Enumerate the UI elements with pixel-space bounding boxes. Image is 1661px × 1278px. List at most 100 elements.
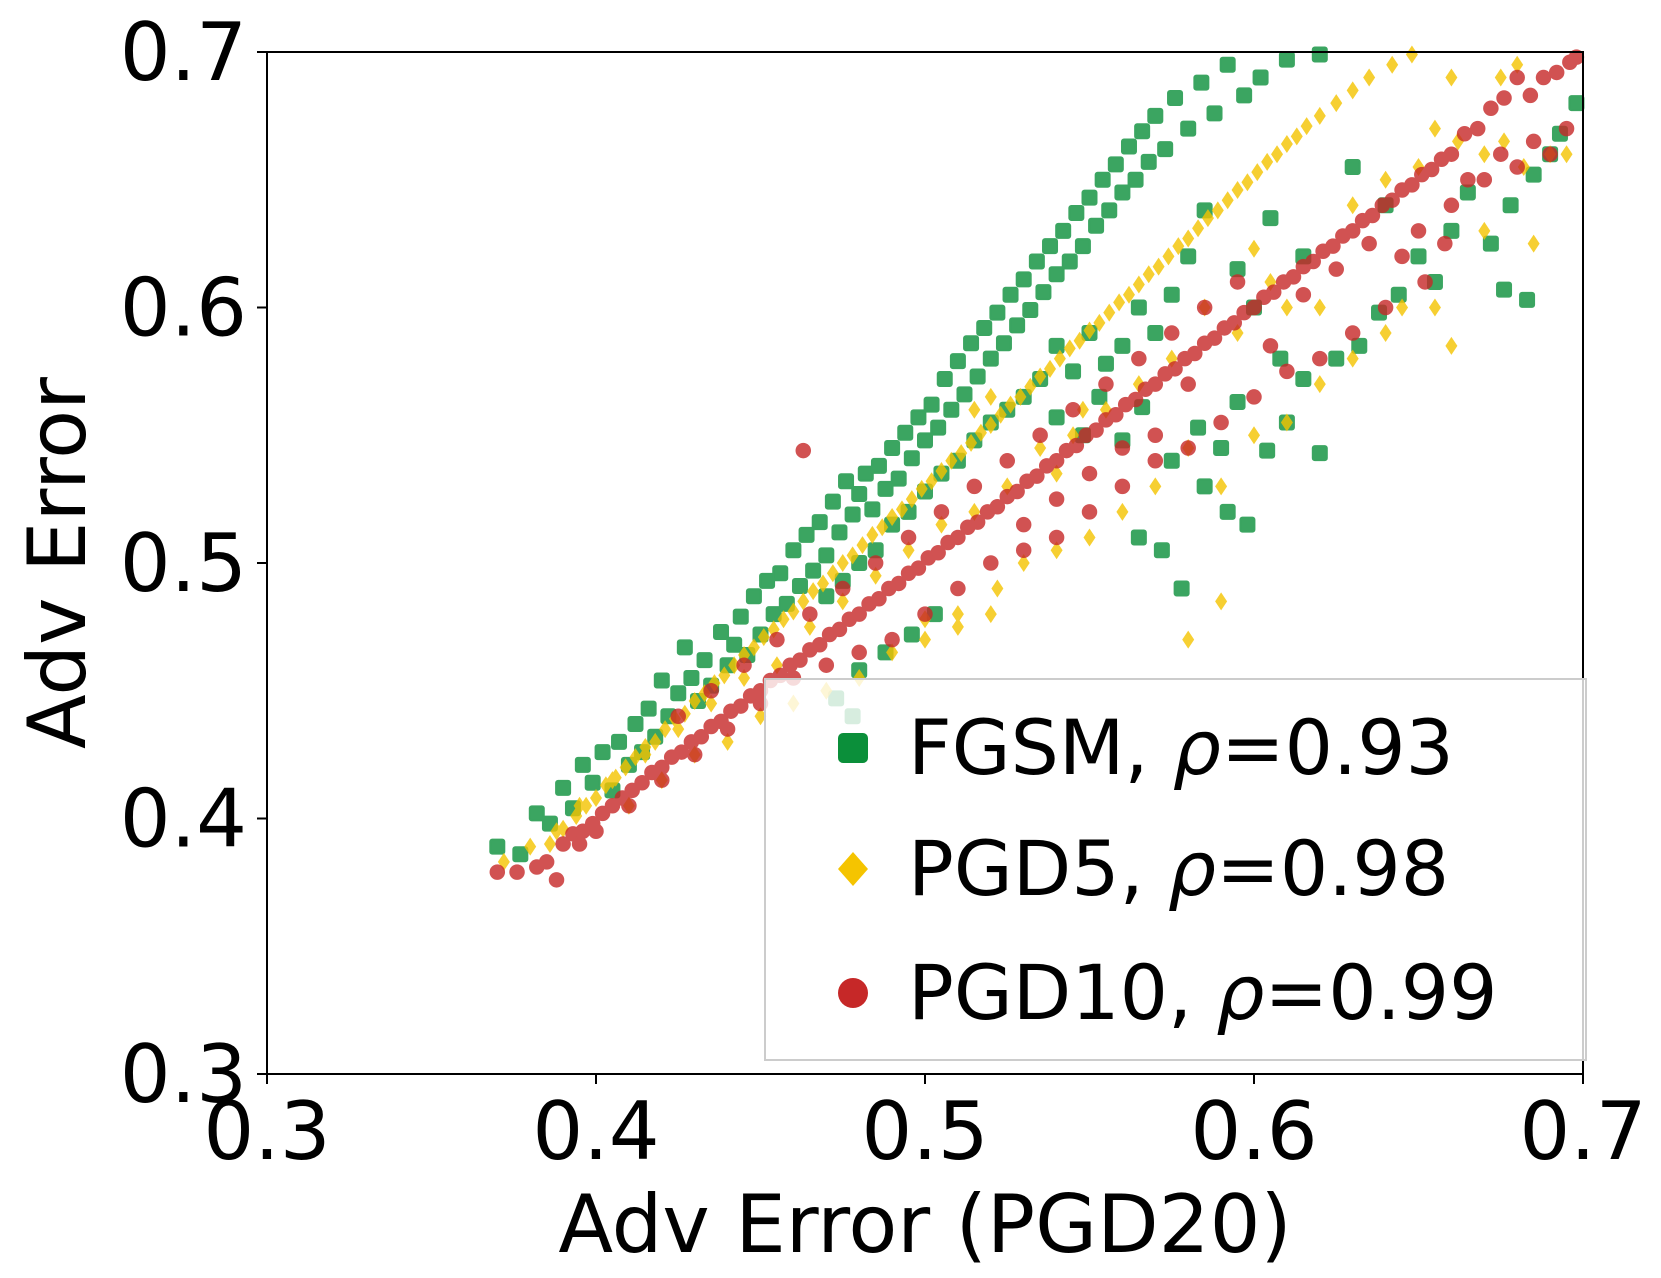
data-point xyxy=(963,335,980,352)
data-point xyxy=(1229,261,1246,278)
data-point xyxy=(905,490,918,509)
data-point xyxy=(670,685,687,702)
data-point xyxy=(629,748,642,767)
axis-ticks: 0.3 0.4 0.5 0.6 0.7 0.3 0.4 0.5 0.6 0.7 xyxy=(120,6,1647,1178)
data-point xyxy=(1410,248,1427,265)
data-point xyxy=(1193,74,1210,91)
legend-fgsm-rho: ρ xyxy=(1173,703,1221,792)
data-point xyxy=(1147,376,1164,392)
data-point xyxy=(1147,107,1164,124)
legend-fgsm-marker xyxy=(838,733,868,763)
data-point xyxy=(838,473,855,490)
data-point xyxy=(1114,478,1131,495)
data-point xyxy=(1015,271,1032,288)
data-point xyxy=(1251,163,1264,182)
data-point xyxy=(1029,468,1045,484)
data-point xyxy=(580,796,593,815)
data-point xyxy=(573,796,586,815)
data-point xyxy=(851,486,868,503)
data-point xyxy=(1423,161,1440,178)
data-point xyxy=(772,565,789,582)
data-point xyxy=(949,353,966,370)
data-point xyxy=(1525,133,1542,150)
data-point xyxy=(811,514,828,531)
data-point xyxy=(693,728,710,745)
data-point xyxy=(1272,350,1289,367)
data-point xyxy=(1494,68,1507,87)
legend-fgsm-value: =0.93 xyxy=(1221,703,1454,792)
data-point xyxy=(1246,299,1262,316)
legend-box xyxy=(764,678,1587,1061)
data-point xyxy=(1262,210,1279,227)
data-point xyxy=(902,541,915,560)
data-point xyxy=(653,672,670,689)
y-axis-label: Adv Error xyxy=(11,377,104,749)
data-point xyxy=(757,628,770,647)
data-point xyxy=(1074,238,1091,255)
data-point xyxy=(1527,234,1540,253)
data-point xyxy=(1290,127,1303,146)
data-point xyxy=(890,470,907,487)
data-point xyxy=(1048,491,1065,507)
data-point xyxy=(1132,275,1145,294)
data-point xyxy=(1363,68,1376,87)
data-point xyxy=(994,405,1007,424)
data-point xyxy=(836,592,849,611)
data-point xyxy=(1215,477,1228,496)
data-point xyxy=(1313,375,1326,394)
data-point xyxy=(1130,529,1147,546)
data-point xyxy=(1265,284,1282,300)
data-point xyxy=(634,774,650,791)
data-point xyxy=(1428,298,1441,317)
data-point xyxy=(1122,285,1135,304)
data-point xyxy=(897,424,914,441)
data-point xyxy=(1068,437,1085,454)
data-point xyxy=(818,588,835,605)
data-point xyxy=(574,756,591,773)
data-point xyxy=(1114,184,1131,201)
data-point xyxy=(659,720,672,739)
legend-pgd5-label: PGD5, ρ=0.98 xyxy=(908,824,1449,913)
data-point xyxy=(1101,202,1118,219)
data-point xyxy=(1443,146,1460,162)
data-point xyxy=(619,758,632,777)
data-point xyxy=(1483,100,1499,116)
data-point xyxy=(1015,542,1032,558)
data-point xyxy=(1300,117,1313,136)
x-tick-label: 0.7 xyxy=(1519,1085,1646,1178)
data-point xyxy=(1509,159,1525,175)
data-point xyxy=(1459,184,1476,201)
data-point xyxy=(1182,630,1195,649)
data-point xyxy=(884,631,900,648)
data-point xyxy=(1511,55,1524,74)
data-point xyxy=(1478,145,1491,164)
data-point xyxy=(844,506,861,523)
data-point xyxy=(1076,400,1089,419)
data-point xyxy=(1140,153,1157,170)
legend-pgd5-marker xyxy=(838,852,868,886)
data-point xyxy=(965,433,978,452)
data-point xyxy=(1097,355,1114,372)
data-point xyxy=(910,560,927,576)
data-point xyxy=(1068,204,1085,221)
data-point xyxy=(798,526,815,543)
data-point xyxy=(835,580,851,597)
data-point xyxy=(639,745,652,764)
data-point xyxy=(1364,207,1381,224)
data-point xyxy=(1083,321,1096,340)
data-point xyxy=(1134,123,1151,140)
data-point xyxy=(686,746,703,763)
data-point xyxy=(935,515,948,534)
data-point xyxy=(1196,299,1213,316)
data-point xyxy=(1219,56,1236,73)
legend-pgd5-rho: ρ xyxy=(1168,824,1216,913)
data-point xyxy=(1410,223,1427,239)
data-point xyxy=(936,371,953,388)
data-point xyxy=(910,409,927,426)
data-point xyxy=(1330,94,1343,113)
data-point xyxy=(1396,298,1409,317)
data-point xyxy=(769,631,785,648)
series-0 xyxy=(489,46,1585,863)
data-point xyxy=(1346,196,1359,215)
